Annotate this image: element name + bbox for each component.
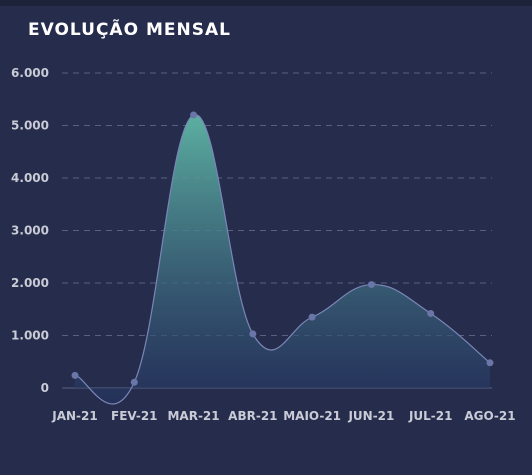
points-layer <box>71 111 494 386</box>
top-strip <box>0 0 532 6</box>
x-tick-label: JAN-21 <box>51 409 97 423</box>
y-tick-label: 0 <box>41 381 49 395</box>
y-tick-label: 3.000 <box>11 224 49 238</box>
data-point[interactable] <box>71 371 79 379</box>
series-area <box>75 114 490 404</box>
data-point[interactable] <box>427 309 435 317</box>
x-tick-label: FEV-21 <box>111 409 158 423</box>
x-tick-label: JUN-21 <box>347 409 394 423</box>
series-line <box>74 114 491 405</box>
y-tick-label: 6.000 <box>11 66 49 80</box>
x-tick-label: AGO-21 <box>464 409 515 423</box>
x-tick-label: JUL-21 <box>408 409 453 423</box>
y-tick-label: 2.000 <box>11 276 49 290</box>
y-axis-ticks: 0 1.000 2.000 3.000 4.000 5.000 6.000 <box>11 66 49 395</box>
y-tick-label: 1.000 <box>11 329 49 343</box>
x-tick-label: MAIO-21 <box>283 409 341 423</box>
chart-title: EVOLUÇÃO MENSAL <box>28 20 231 40</box>
data-point[interactable] <box>130 378 138 386</box>
data-point[interactable] <box>249 330 257 338</box>
y-tick-label: 5.000 <box>11 119 49 133</box>
data-point[interactable] <box>486 359 494 367</box>
data-point[interactable] <box>308 313 316 321</box>
y-tick-label: 4.000 <box>11 171 49 185</box>
x-tick-label: MAR-21 <box>167 409 219 423</box>
data-point[interactable] <box>190 111 198 119</box>
x-axis-ticks: JAN-21 FEV-21 MAR-21 ABR-21 MAIO-21 JUN-21 JUL… <box>51 409 515 423</box>
area-layer <box>74 114 491 405</box>
x-tick-label: ABR-21 <box>228 409 277 423</box>
data-point[interactable] <box>367 281 375 289</box>
